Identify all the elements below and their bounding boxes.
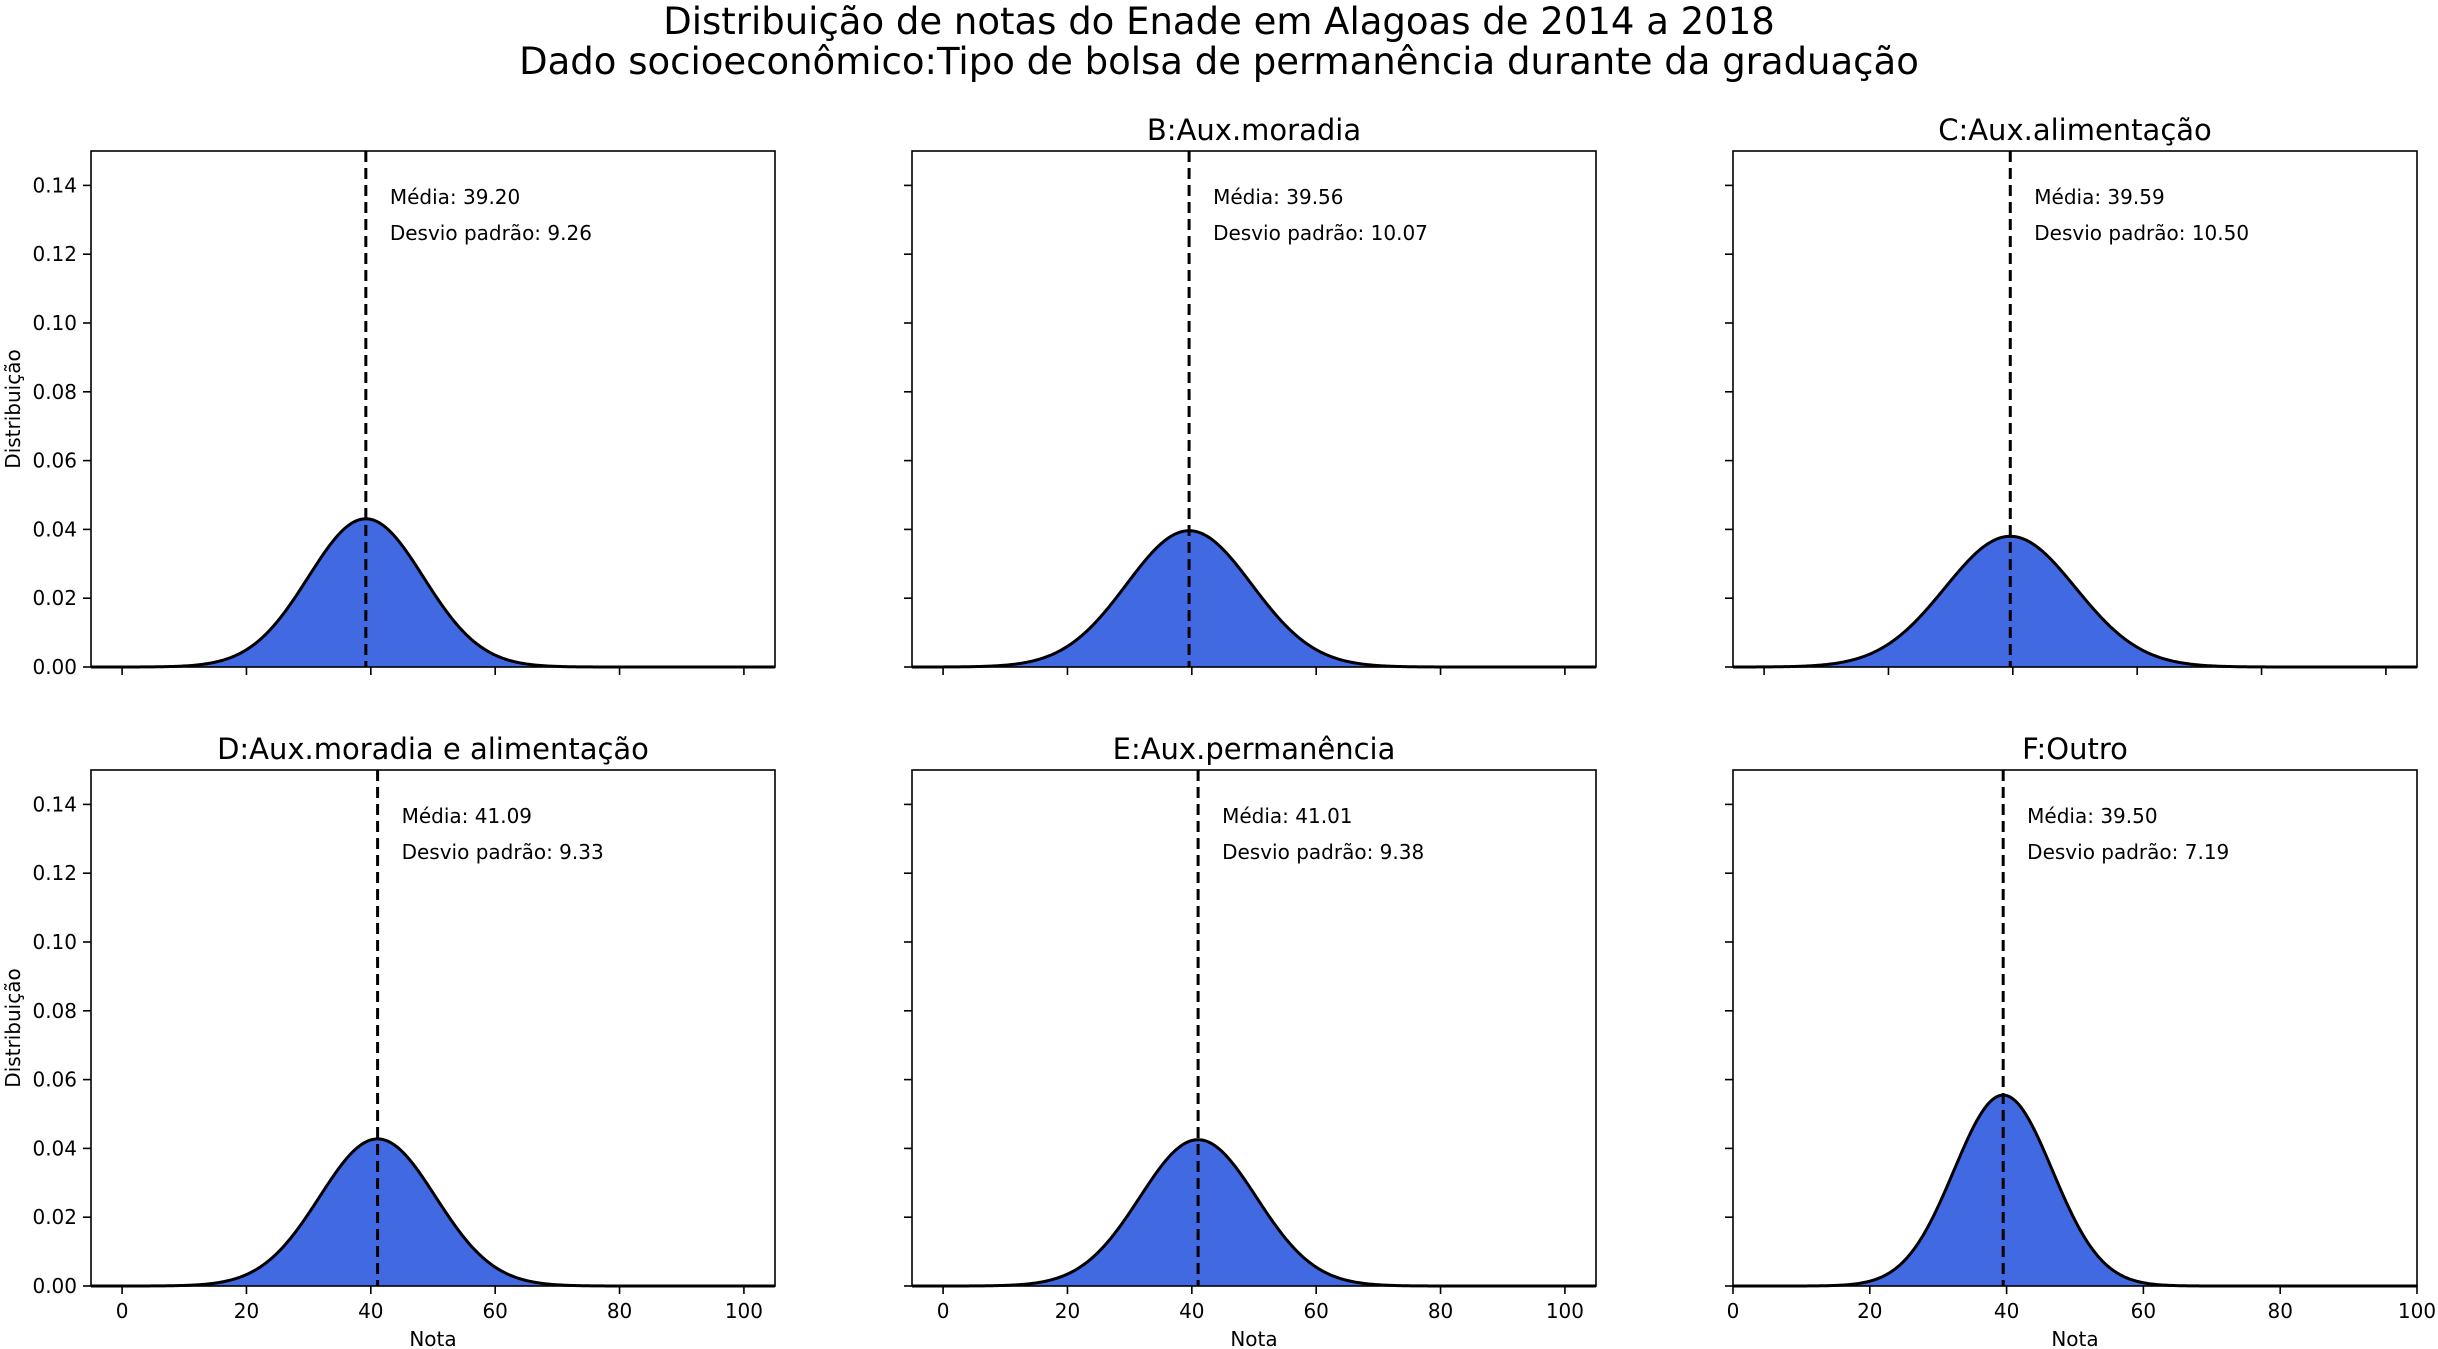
std-annotation: Desvio padrão: 9.38: [1222, 840, 1424, 864]
subplot-title: E:Aux.permanência: [1113, 732, 1396, 766]
std-annotation: Desvio padrão: 10.07: [1213, 221, 1428, 245]
figure-title: Distribuição de notas do Enade em Alagoa…: [663, 0, 1775, 43]
x-axis-label: Nota: [1230, 1327, 1277, 1349]
x-tick-label: 60: [2131, 1299, 2156, 1323]
y-tick-label: 0.14: [32, 792, 77, 816]
y-tick-label: 0.08: [32, 999, 77, 1023]
y-tick-label: 0.02: [32, 1205, 77, 1229]
x-tick-label: 20: [234, 1299, 259, 1323]
density-area: [1733, 536, 2417, 667]
mean-annotation: Média: 39.56: [1213, 185, 1343, 209]
plot-frame: [911, 150, 1597, 668]
x-tick-label: 0: [937, 1299, 950, 1323]
figure-subtitle: Dado socioeconômico:Tipo de bolsa de per…: [519, 40, 1919, 83]
x-axis-label: Nota: [2051, 1327, 2098, 1349]
y-tick-label: 0.04: [32, 517, 77, 541]
y-axis-label: Distribuição: [1, 968, 25, 1087]
subplot-title: C:Aux.alimentação: [1938, 113, 2212, 147]
mean-annotation: Média: 41.09: [402, 804, 532, 828]
density-area: [912, 1139, 1596, 1286]
y-tick-label: 0.06: [32, 1068, 77, 1092]
x-tick-label: 80: [607, 1299, 632, 1323]
x-tick-label: 20: [1055, 1299, 1080, 1323]
x-tick-label: 40: [1179, 1299, 1204, 1323]
subplot-title: B:Aux.moradia: [1147, 113, 1361, 147]
std-annotation: Desvio padrão: 7.19: [2027, 840, 2229, 864]
subplot-1: 0.00 0.02 0.04 0.06 0.08 0.10 0.12 0.14 Distribu…: [1, 150, 776, 679]
std-annotation: Desvio padrão: 10.50: [2034, 221, 2249, 245]
mean-annotation: Média: 39.20: [390, 185, 520, 209]
y-tick-label: 0.02: [32, 586, 77, 610]
y-tick-label: 0.14: [32, 173, 77, 197]
mean-annotation: Média: 39.50: [2027, 804, 2157, 828]
y-tick-label: 0.00: [32, 1274, 77, 1298]
mean-annotation: Média: 39.59: [2034, 185, 2164, 209]
subplot-3: C:Aux.alimentação Média: 39.59 Desvio padr…: [1725, 113, 2418, 675]
x-tick-label: 60: [1303, 1299, 1328, 1323]
density-area: [91, 1138, 775, 1286]
x-tick-label: 80: [2267, 1299, 2292, 1323]
x-tick-label: 100: [2398, 1299, 2436, 1323]
subplot-title: D:Aux.moradia e alimentação: [217, 732, 649, 766]
y-tick-label: 0.12: [32, 242, 77, 266]
y-tick-label: 0.04: [32, 1136, 77, 1160]
y-tick-label: 0.08: [32, 380, 77, 404]
x-tick-label: 20: [1857, 1299, 1882, 1323]
std-annotation: Desvio padrão: 9.26: [390, 221, 592, 245]
density-area: [912, 530, 1596, 667]
y-axis-label: Distribuição: [1, 349, 25, 468]
y-tick-label: 0.10: [32, 311, 77, 335]
subplot-6: 0 20 40 60 80 100 F:Outro Nota Média: 39.50 Desvi…: [1725, 732, 2436, 1349]
std-annotation: Desvio padrão: 9.33: [402, 840, 604, 864]
subplot-title: F:Outro: [2022, 732, 2128, 766]
subplot-4: 0.00 0.02 0.04 0.06 0.08 0.10 0.12 0.14 0 20 40 60 8…: [1, 732, 776, 1349]
plot-frame: [1732, 150, 2418, 668]
x-axis-label: Nota: [409, 1327, 456, 1349]
x-tick-label: 60: [482, 1299, 507, 1323]
mean-annotation: Média: 41.01: [1222, 804, 1352, 828]
plot-frame: [90, 769, 776, 1287]
x-tick-label: 40: [358, 1299, 383, 1323]
subplot-2: B:Aux.moradia Média: 39.56 Desvio padrão: …: [904, 113, 1597, 675]
subplot-5: 0 20 40 60 80 100 E:Aux.permanência Nota Média: …: [904, 732, 1597, 1349]
density-area: [1733, 1095, 2417, 1286]
plot-frame: [90, 150, 776, 668]
y-tick-label: 0.12: [32, 861, 77, 885]
y-tick-label: 0.06: [32, 449, 77, 473]
x-tick-label: 80: [1428, 1299, 1453, 1323]
x-tick-label: 100: [725, 1299, 763, 1323]
plot-frame: [911, 769, 1597, 1287]
x-tick-label: 100: [1546, 1299, 1584, 1323]
x-tick-label: 0: [1727, 1299, 1740, 1323]
y-tick-label: 0.10: [32, 930, 77, 954]
y-tick-label: 0.00: [32, 655, 77, 679]
x-tick-label: 40: [1994, 1299, 2019, 1323]
plot-frame: [1732, 769, 2418, 1287]
x-tick-label: 0: [116, 1299, 129, 1323]
